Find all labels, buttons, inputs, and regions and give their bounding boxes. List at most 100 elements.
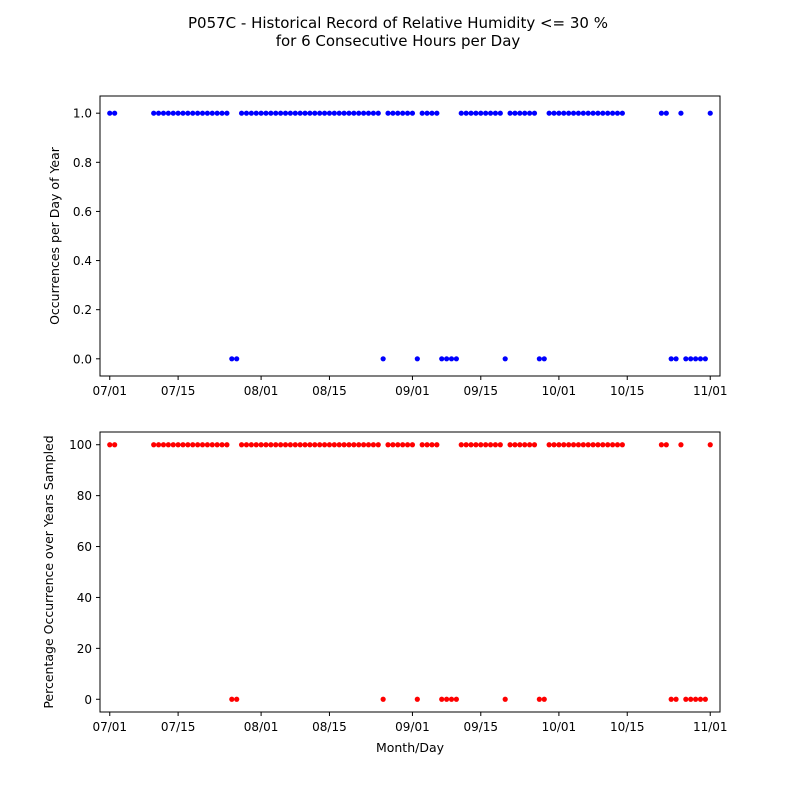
bottom-data-point [473,442,479,448]
bottom-data-point [424,442,430,448]
bottom-data-point [190,442,196,448]
top-x-tick-label: 08/01 [244,384,279,398]
chart-title-line2: for 6 Consecutive Hours per Day [276,32,521,50]
bottom-data-point [595,442,601,448]
top-data-point [566,110,572,116]
top-data-point [424,110,430,116]
bottom-data-point [258,442,264,448]
top-data-point [556,110,562,116]
bottom-x-tick-label: 07/15 [161,720,196,734]
top-data-point [663,110,669,116]
top-data-point [155,110,162,116]
bottom-data-point [561,442,567,448]
top-data-point [458,110,464,116]
top-data-point [605,110,611,116]
top-data-point [590,110,596,116]
top-data-point [507,110,513,116]
bottom-data-point [453,696,459,702]
bottom-data-point [614,442,621,448]
bottom-data-point [199,442,206,448]
top-subplot: 07/01 07/15 08/01 08/15 09/01 09/15 10/01 10/15… [47,95,728,398]
bottom-data-point [688,696,694,702]
bottom-data-point [312,442,318,448]
bottom-data-point [444,696,450,702]
top-y-tick-label: 1.0 [73,107,92,121]
top-data-point [229,356,235,362]
top-data-point [361,110,367,116]
top-data-point [697,356,704,362]
x-axis-label: Month/Day [376,740,445,755]
top-data-point [536,356,542,362]
bottom-data-point [287,442,293,448]
bottom-data-point [107,442,113,448]
bottom-data-point [531,442,538,448]
bottom-subplot: 07/01 07/15 08/01 08/15 09/01 09/15 10/01 10/15… [41,431,728,755]
bottom-data-point [151,442,157,448]
top-data-point [585,110,591,116]
top-data-point [326,110,333,116]
bottom-data-point [590,442,596,448]
chart-title-line1: P057C - Historical Record of Relative Hu… [188,14,608,32]
top-data-point [204,110,210,116]
bottom-data-point [165,442,171,448]
bottom-data-point [214,442,220,448]
top-data-point [214,110,220,116]
top-data-point [600,110,606,116]
bottom-data-point [429,442,435,448]
bottom-data-point [468,442,474,448]
bottom-data-point [497,442,503,448]
bottom-data-point [282,442,289,448]
bottom-data-point [673,696,679,702]
top-data-point [473,110,479,116]
top-data-point [243,110,250,116]
bottom-data-point [507,442,513,448]
top-data-point [668,356,674,362]
top-data-point [541,356,547,362]
top-data-point [595,110,601,116]
top-data-point [190,110,196,116]
bottom-data-point [331,442,337,448]
bottom-data-point [297,442,303,448]
top-data-point [321,110,328,116]
top-data-point [365,110,372,116]
bottom-data-point [390,442,396,448]
top-data-point [297,110,303,116]
top-data-point [258,110,264,116]
top-data-point [175,110,181,116]
bottom-x-tick-label: 10/01 [542,720,577,734]
top-y-axis-label: Occurrences per Day of Year [47,146,62,325]
bottom-data-point [512,442,518,448]
bottom-y-tick-label: 0 [84,693,92,707]
bottom-data-point [302,442,308,448]
bottom-y-axis-label: Percentage Occurrence over Years Sampled [41,435,56,708]
bottom-data-point [375,442,381,448]
bottom-data-point [502,696,508,702]
bottom-data-point [556,442,562,448]
bottom-y-tick-label: 20 [77,642,92,656]
top-data-point [546,110,552,116]
bottom-x-tick-label: 07/01 [92,720,127,734]
top-data-point [673,356,679,362]
bottom-x-ticks: 07/01 07/15 08/01 08/15 09/01 09/15 10/01 10/15… [92,712,728,734]
top-data-point [463,110,469,116]
bottom-data-point [619,442,625,448]
bottom-data-point [492,442,499,448]
bottom-x-tick-label: 09/01 [395,720,430,734]
bottom-data-point [458,442,464,448]
bottom-data-point [341,442,347,448]
top-x-tick-label: 09/01 [395,384,430,398]
bottom-data-point [209,442,215,448]
top-data-point [610,110,616,116]
top-data-point [278,110,284,116]
bottom-data-point [273,442,279,448]
bottom-data-point [527,442,533,448]
top-data-point [292,110,298,116]
top-data-point [273,110,279,116]
bottom-data-point [361,442,367,448]
bottom-data-point [610,442,616,448]
bottom-data-point [678,442,684,448]
bottom-data-point [600,442,606,448]
bottom-data-point [414,696,420,702]
bottom-data-point [307,442,313,448]
